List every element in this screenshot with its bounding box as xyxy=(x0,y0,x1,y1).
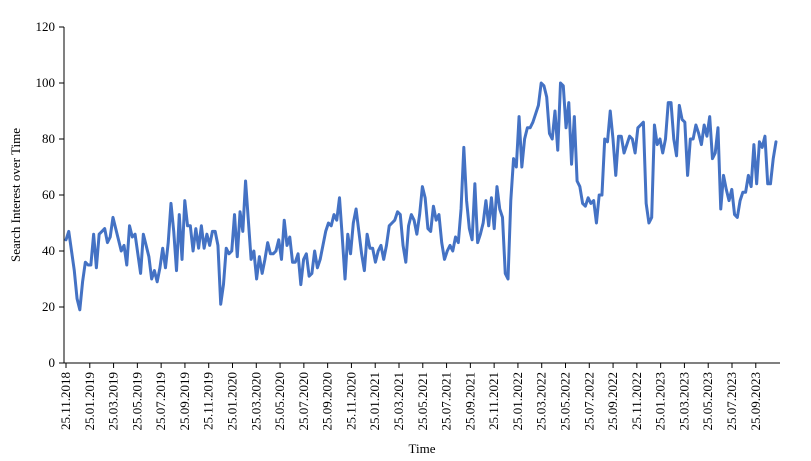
y-tick-label: 100 xyxy=(36,75,56,90)
y-tick-label: 120 xyxy=(36,19,56,34)
x-tick-label: 25.07.2021 xyxy=(439,372,454,431)
y-axis: 0 20 40 60 80 100 120 xyxy=(36,19,65,370)
x-tick-label: 25.09.2019 xyxy=(177,372,192,431)
y-tick-label: 80 xyxy=(42,131,55,146)
x-tick-label: 25.07.2022 xyxy=(581,372,596,431)
x-tick-label: 25.05.2023 xyxy=(700,372,715,431)
x-tick-label: 25.03.2019 xyxy=(106,372,121,431)
series-group xyxy=(64,81,778,312)
x-tick-label: 25.09.2022 xyxy=(605,372,620,431)
x-tick-label: 25.11.2020 xyxy=(343,372,358,430)
x-tick-label: 25.11.2021 xyxy=(486,372,501,430)
x-tick-label: 25.11.2022 xyxy=(629,372,644,430)
x-tick-label: 25.05.2022 xyxy=(557,372,572,431)
x-tick-label: 25.11.2018 xyxy=(58,372,73,430)
x-tick-label: 25.05.2021 xyxy=(415,372,430,431)
x-tick-label: 25.07.2019 xyxy=(153,372,168,431)
x-axis: 25.11.2018 25.01.2019 25.03.2019 25.05.2019… xyxy=(58,362,780,431)
x-tick-label: 25.03.2020 xyxy=(248,372,263,431)
x-tick-label: 25.03.2021 xyxy=(391,372,406,431)
x-tick-label: 25.09.2020 xyxy=(320,372,335,431)
x-tick-label: 25.03.2022 xyxy=(534,372,549,431)
x-tick-label: 25.07.2023 xyxy=(724,372,739,431)
x-tick-label: 25.05.2020 xyxy=(272,372,287,431)
x-tick-label: 25.07.2020 xyxy=(296,372,311,431)
x-tick-label: 25.11.2019 xyxy=(201,372,216,430)
y-tick-label: 20 xyxy=(42,299,55,314)
y-tick-label: 60 xyxy=(42,187,55,202)
x-tick-label: 25.09.2023 xyxy=(748,372,763,431)
x-tick-label: 25.01.2023 xyxy=(653,372,668,431)
x-tick-label: 25.09.2021 xyxy=(462,372,477,431)
series-line xyxy=(64,81,778,312)
x-tick-label: 25.01.2021 xyxy=(367,372,382,431)
x-tick-label: 25.05.2019 xyxy=(129,372,144,431)
x-tick-label: 25.01.2022 xyxy=(510,372,525,431)
x-axis-title: Time xyxy=(409,441,436,456)
x-tick-label: 25.03.2023 xyxy=(676,372,691,431)
y-tick-label: 40 xyxy=(42,243,55,258)
y-axis-title: Search Interest over Time xyxy=(8,128,23,262)
x-tick-label: 25.01.2019 xyxy=(82,372,97,431)
y-tick-label: 0 xyxy=(49,355,56,370)
x-tick-label: 25.01.2020 xyxy=(224,372,239,431)
